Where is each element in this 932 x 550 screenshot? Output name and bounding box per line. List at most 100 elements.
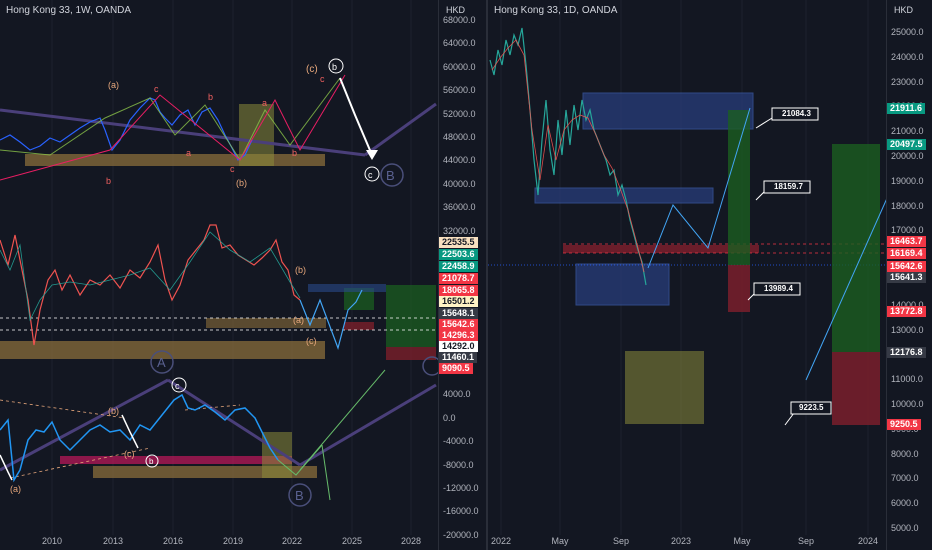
- price-tag: 22458.9: [439, 261, 478, 272]
- price-tick-label: 36000.0: [443, 202, 476, 213]
- svg-text:A: A: [157, 355, 166, 370]
- loss-box-mid: [386, 347, 436, 360]
- svg-text:b: b: [292, 148, 297, 158]
- price-tick-label: 40000.0: [443, 178, 476, 189]
- time-tick-label: 2025: [341, 536, 363, 546]
- price-line-bottom: [0, 393, 279, 483]
- trendline-bottom: [0, 378, 169, 472]
- daily-chart-canvas[interactable]: [488, 0, 932, 550]
- svg-text:B: B: [295, 488, 304, 503]
- price-tag: 21911.6: [887, 103, 926, 114]
- svg-text:a: a: [186, 148, 191, 158]
- price-axis-unit: HKD: [894, 5, 914, 15]
- callout-label: 13989.4: [764, 284, 793, 293]
- pane-divider[interactable]: [486, 0, 488, 550]
- price-tag: 16169.4: [887, 248, 926, 259]
- projection-path-right: [647, 107, 751, 269]
- svg-text:(a): (a): [10, 484, 21, 494]
- time-tick-label: 2016: [162, 536, 184, 546]
- svg-text:c: c: [320, 74, 325, 84]
- price-tag: 16463.7: [887, 236, 926, 247]
- price-tick-label: 60000.0: [443, 61, 476, 72]
- price-tag: 9250.5: [887, 419, 921, 430]
- price-tag: 14296.3: [439, 330, 478, 341]
- price-tick-label: 8000.0: [891, 448, 919, 459]
- support-box: [575, 263, 670, 306]
- price-tick-label: 17000.0: [891, 225, 924, 236]
- support-zone-bottom: [93, 466, 317, 478]
- price-axis[interactable]: 68000.0 64000.0 60000.0 56000.0 52000.0 48000…: [438, 0, 486, 550]
- price-tick-label: 52000.0: [443, 108, 476, 119]
- loss-box-2023: [728, 265, 750, 312]
- price-axis[interactable]: 25000.024000.023000.022000.021000.020000…: [886, 0, 932, 550]
- price-tag: 21078.7: [439, 273, 478, 284]
- time-tick-label: 2019: [222, 536, 244, 546]
- callout-18159: [755, 180, 811, 201]
- price-tag: 9090.5: [439, 363, 473, 374]
- price-tick-label: 64000.0: [443, 38, 476, 49]
- price-tag: 13772.8: [887, 306, 926, 317]
- price-tick-label: 19000.0: [891, 175, 924, 186]
- time-tick-label: 2024: [857, 536, 879, 546]
- price-tick-label: -16000.0: [443, 506, 479, 517]
- price-tick-label: 18000.0: [891, 200, 924, 211]
- callout-label: 21084.3: [782, 109, 811, 118]
- price-tick-label: 0.0: [443, 412, 456, 423]
- svg-text:(c): (c): [306, 64, 318, 75]
- trendline-top: [0, 108, 366, 157]
- time-tick-label: 2028: [400, 536, 422, 546]
- red-zone: [563, 245, 759, 253]
- price-tag: 22503.6: [439, 249, 478, 260]
- time-tick-label: 2013: [102, 536, 124, 546]
- target-box-top: [239, 104, 274, 166]
- price-tick-label: 7000.0: [891, 473, 919, 484]
- price-tag: 20497.5: [887, 139, 926, 150]
- price-tick-label: 14000.0: [891, 299, 924, 310]
- price-tick-label: 5000.0: [891, 523, 919, 533]
- price-tag: 15641.3: [887, 272, 926, 283]
- support-zone-mid: [0, 341, 325, 359]
- price-tick-label: 56000.0: [443, 85, 476, 96]
- gain-box-2024: [832, 144, 880, 352]
- weekly-chart-canvas[interactable]: (a) c b a b a c (b) b c (c) b c B (b) (a…: [0, 0, 486, 550]
- time-tick-label: May: [551, 536, 569, 546]
- price-tick-label: 24000.0: [891, 51, 924, 62]
- svg-text:c: c: [154, 84, 159, 94]
- gain-box-2023: [728, 110, 750, 265]
- weekly-chart-pane[interactable]: Hong Kong 33, 1W, OANDA (a) c b a b a c …: [0, 0, 486, 550]
- price-tag: 15642.6: [887, 261, 926, 272]
- price-tick-label: 6000.0: [891, 498, 919, 509]
- loss-box-2024: [832, 352, 880, 425]
- projection-arrow-top: [339, 77, 373, 156]
- price-line-top: [0, 97, 253, 161]
- chart-title: Hong Kong 33, 1W, OANDA: [6, 5, 132, 16]
- price-tag: 15648.1: [439, 308, 478, 319]
- support-zone-top: [25, 154, 325, 166]
- svg-text:(b): (b): [108, 406, 119, 416]
- svg-text:c: c: [230, 164, 235, 174]
- svg-text:(a): (a): [108, 80, 119, 90]
- svg-text:b: b: [208, 92, 213, 102]
- price-axis-unit: HKD: [446, 5, 466, 15]
- svg-text:c: c: [368, 170, 373, 180]
- price-tick-label: -4000.0: [443, 436, 474, 447]
- svg-text:b: b: [106, 176, 111, 186]
- projection-path-mid: [299, 289, 363, 350]
- daily-chart-pane[interactable]: Hong Kong 33, 1D, OANDA: [488, 0, 932, 550]
- price-tick-label: -20000.0: [443, 529, 479, 540]
- time-tick-label: Sep: [797, 536, 815, 546]
- time-tick-label: May: [733, 536, 751, 546]
- callout-13989: [747, 282, 801, 301]
- callout-9223: [784, 401, 832, 426]
- callout-label: 9223.5: [799, 403, 824, 412]
- price-tick-label: 25000.0: [891, 27, 924, 37]
- resistance-box-top: [582, 92, 754, 130]
- svg-text:b: b: [332, 62, 337, 72]
- price-tag: 22535.5: [439, 237, 478, 248]
- svg-text:c: c: [175, 381, 180, 391]
- gain-box-mid: [386, 285, 436, 347]
- svg-text:B: B: [386, 168, 395, 183]
- price-tick-label: 32000.0: [443, 225, 476, 236]
- price-tag: 11460.1: [439, 352, 478, 363]
- price-tag: 16501.2: [439, 296, 478, 307]
